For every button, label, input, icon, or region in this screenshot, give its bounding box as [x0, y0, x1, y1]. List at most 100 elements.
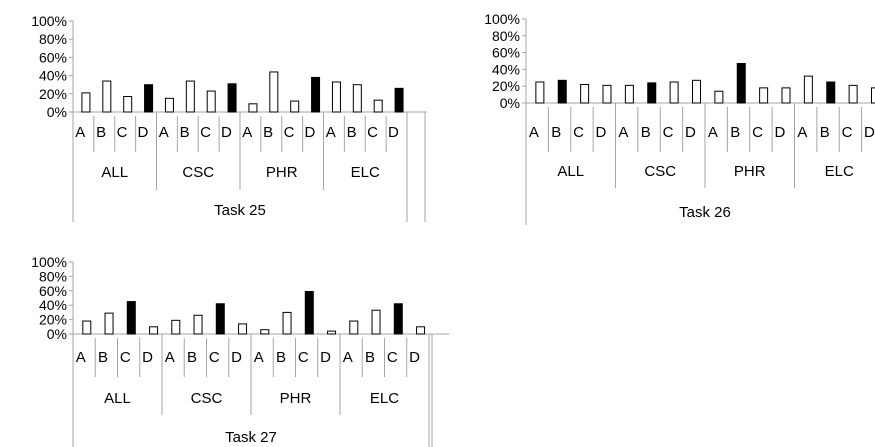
category-label: B: [187, 349, 197, 366]
bar-phr-b: [736, 63, 746, 104]
category-label: D: [221, 124, 232, 141]
group-label-csc: CSC: [182, 164, 214, 181]
category-label: C: [200, 124, 211, 141]
category-label: D: [596, 124, 607, 141]
category-label: A: [343, 349, 353, 366]
bar-all-b: [557, 79, 567, 104]
y-tick-label: 40%: [492, 61, 520, 77]
bar-phr-d: [327, 330, 337, 335]
bar-csc-b: [647, 82, 657, 104]
bar-all-a: [82, 320, 92, 335]
bar-elc-a: [803, 75, 813, 104]
category-label: C: [120, 349, 131, 366]
category-label: A: [159, 124, 169, 141]
group-label-phr: PHR: [734, 163, 766, 180]
category-label: D: [864, 124, 875, 141]
bar-elc-d: [394, 87, 404, 113]
category-label: D: [388, 124, 399, 141]
y-tick-label: 80%: [39, 31, 67, 47]
y-tick-label: 20%: [39, 312, 67, 328]
category-label: D: [231, 349, 242, 366]
category-label: A: [797, 124, 807, 141]
bar-elc-c: [373, 99, 383, 113]
bar-phr-c: [759, 87, 769, 104]
category-label: B: [347, 124, 357, 141]
category-label: C: [573, 124, 584, 141]
group-label-phr: PHR: [266, 164, 298, 181]
category-label: C: [367, 124, 378, 141]
bar-phr-c: [304, 291, 314, 335]
category-label: B: [820, 124, 830, 141]
bar-elc-a: [349, 320, 359, 335]
category-label: A: [75, 124, 85, 141]
category-label: A: [529, 124, 539, 141]
category-label: A: [76, 349, 86, 366]
category-label: B: [730, 124, 740, 141]
bar-csc-d: [238, 323, 248, 335]
bar-phr-d: [311, 76, 321, 113]
bar-all-d: [149, 326, 159, 335]
bar-phr-a: [714, 90, 724, 104]
y-tick-label: 100%: [31, 254, 67, 270]
group-label-all: ALL: [557, 163, 584, 180]
y-tick-label: 100%: [484, 11, 520, 27]
y-tick-label: 60%: [39, 283, 67, 299]
category-label: C: [842, 124, 853, 141]
y-tick-label: 40%: [39, 297, 67, 313]
chart-title: Task 25: [214, 202, 266, 219]
y-tick-label: 20%: [492, 78, 520, 94]
y-tick-label: 100%: [31, 13, 67, 29]
chart-title: Task 26: [679, 204, 731, 221]
category-label: D: [305, 124, 316, 141]
bar-all-c: [123, 96, 133, 113]
bar-csc-d: [691, 79, 701, 104]
category-label: B: [96, 124, 106, 141]
group-label-all: ALL: [104, 390, 131, 407]
group-label-elc: ELC: [370, 390, 399, 407]
bar-elc-b: [352, 84, 362, 113]
category-label: A: [242, 124, 252, 141]
bar-elc-b: [826, 81, 836, 104]
bar-csc-c: [215, 303, 225, 335]
bar-csc-b: [185, 80, 195, 113]
y-tick-label: 0%: [47, 104, 67, 120]
bar-all-c: [580, 84, 590, 104]
bar-phr-d: [781, 87, 791, 104]
category-label: C: [298, 349, 309, 366]
bar-all-c: [126, 301, 136, 335]
y-tick-label: 0%: [47, 326, 67, 342]
category-label: B: [641, 124, 651, 141]
bar-all-d: [144, 84, 154, 113]
category-label: D: [138, 124, 149, 141]
category-label: B: [263, 124, 273, 141]
y-tick-label: 60%: [492, 45, 520, 61]
chart-title: Task 27: [225, 429, 277, 446]
category-label: C: [284, 124, 295, 141]
y-tick-label: 80%: [39, 268, 67, 284]
category-label: B: [180, 124, 190, 141]
bar-phr-a: [248, 103, 258, 113]
category-label: C: [209, 349, 220, 366]
category-label: A: [618, 124, 628, 141]
bar-csc-a: [624, 84, 634, 104]
bar-csc-a: [164, 97, 174, 113]
category-label: B: [98, 349, 108, 366]
y-tick-label: 60%: [39, 49, 67, 65]
bar-elc-a: [331, 81, 341, 113]
group-label-elc: ELC: [351, 164, 380, 181]
bar-phr-a: [260, 329, 270, 335]
bar-csc-b: [193, 314, 203, 335]
y-tick-label: 40%: [39, 68, 67, 84]
bar-elc-d: [870, 87, 875, 104]
category-label: C: [752, 124, 763, 141]
category-label: D: [409, 349, 420, 366]
category-label: D: [142, 349, 153, 366]
bar-csc-a: [171, 319, 181, 335]
bar-csc-c: [206, 90, 216, 113]
bar-elc-d: [416, 326, 426, 335]
bar-elc-c: [393, 303, 403, 335]
